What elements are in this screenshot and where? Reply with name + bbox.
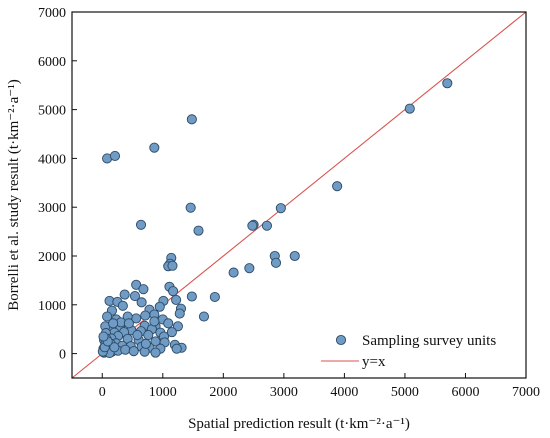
data-points-layer <box>97 78 453 359</box>
legend-label-sampling-units: Sampling survey units <box>362 333 496 349</box>
data-point <box>174 308 185 319</box>
legend-label-reference-line: y=x <box>362 354 386 370</box>
y-tick-label: 1000 <box>38 299 66 314</box>
data-point <box>171 294 182 305</box>
y-tick-label: 7000 <box>38 6 66 21</box>
data-point <box>129 290 140 302</box>
y-tick-label: 2000 <box>38 250 66 265</box>
y-tick-label: 0 <box>59 348 66 363</box>
data-point <box>442 78 453 89</box>
y-tick-label: 4000 <box>38 152 66 167</box>
data-point <box>168 286 179 297</box>
data-point <box>185 202 196 213</box>
x-tick-label: 5000 <box>391 385 419 400</box>
data-point <box>138 284 149 295</box>
x-tick-label: 0 <box>99 385 106 400</box>
y-axis-label: Borrelli et al. study result (t·km⁻²·a⁻¹… <box>6 79 22 310</box>
data-point <box>404 103 415 114</box>
data-point <box>247 220 258 231</box>
data-point <box>171 343 182 354</box>
data-point <box>150 347 161 358</box>
x-tick-label: 3000 <box>270 385 298 400</box>
data-point <box>193 225 204 236</box>
data-point <box>119 289 130 300</box>
data-point <box>149 316 160 327</box>
data-point <box>143 330 154 341</box>
data-point <box>132 330 143 341</box>
data-point <box>117 300 128 311</box>
data-point <box>172 321 183 332</box>
plot-frame <box>71 11 527 379</box>
data-point <box>140 310 151 321</box>
data-point <box>198 311 210 322</box>
y-tick-label: 3000 <box>38 201 66 216</box>
data-point <box>275 203 286 214</box>
data-point <box>135 219 147 230</box>
x-tick-label: 1000 <box>149 385 177 400</box>
x-tick-label: 6000 <box>451 385 479 400</box>
data-point <box>261 220 272 231</box>
data-point <box>163 318 174 329</box>
data-point <box>186 114 197 125</box>
data-point <box>149 142 160 153</box>
data-point <box>167 260 178 271</box>
data-point <box>209 291 220 303</box>
data-point <box>109 150 121 162</box>
data-point <box>102 311 113 322</box>
data-point <box>228 267 239 278</box>
legend: Sampling survey units y=x <box>321 333 496 370</box>
x-axis-label: Spatial prediction result (t·km⁻²·a⁻¹) <box>188 416 410 432</box>
data-point <box>98 331 109 342</box>
data-point <box>128 346 139 357</box>
data-point <box>108 318 119 329</box>
data-point <box>140 338 151 349</box>
data-point <box>136 297 147 308</box>
data-point <box>120 344 131 355</box>
data-point <box>270 257 282 268</box>
x-tick-label: 4000 <box>330 385 358 400</box>
data-point <box>332 181 343 192</box>
x-tick-label: 7000 <box>512 385 540 400</box>
data-point <box>289 250 300 262</box>
axis-ticks-layer: 0 1000 2000 3000 4000 5000 6000 7000 0 1000 2000 30… <box>38 6 540 400</box>
y-tick-label: 6000 <box>38 55 66 70</box>
data-point <box>244 263 255 274</box>
data-point <box>186 291 197 302</box>
data-point <box>131 279 142 290</box>
legend-marker-sampling-units <box>335 334 347 346</box>
y-tick-label: 5000 <box>38 104 66 119</box>
data-point <box>166 327 177 338</box>
data-point <box>109 342 120 353</box>
data-point <box>123 318 134 329</box>
x-tick-label: 2000 <box>209 385 237 400</box>
data-point <box>154 301 165 312</box>
